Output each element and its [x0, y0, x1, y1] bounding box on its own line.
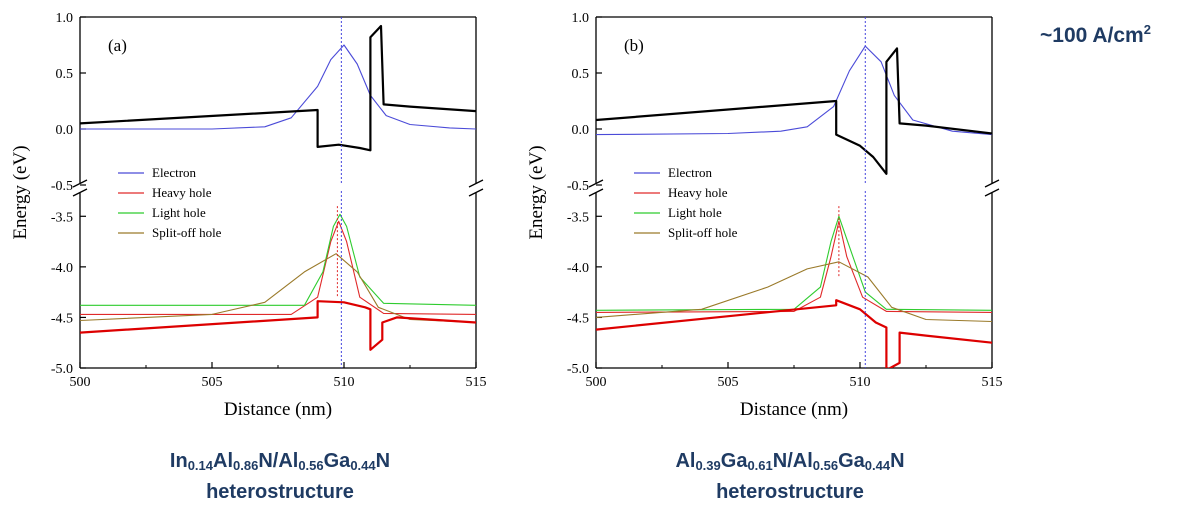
caption-a: In0.14Al0.86N/Al0.56Ga0.44N heterostructu…: [80, 448, 480, 505]
series-valence-band: [80, 300, 476, 351]
y-tick-label: 1.0: [572, 11, 590, 26]
y-tick-label: -4.0: [567, 261, 589, 276]
formula-subscript: 0.14: [187, 458, 213, 473]
y-axis-label: Energy (eV): [10, 145, 31, 239]
x-tick-label: 510: [334, 375, 355, 390]
current-density-label: ~100 A/cm2: [1040, 22, 1151, 48]
formula-text: N: [890, 450, 905, 472]
y-tick-label: -4.5: [567, 311, 589, 326]
formula-subscript: 0.44: [864, 458, 891, 473]
y-tick-label: -5.0: [51, 362, 73, 377]
chart-a: 500 505 510 515 1.0 0.5 0.0 -0.5 -3.5 -4.0 -4.5 -5.…: [10, 11, 487, 420]
x-tick-label: 505: [718, 375, 739, 390]
caption-subtitle: heterostructure: [716, 481, 864, 503]
axis-break-mark: [588, 188, 604, 197]
caption-formula: In0.14Al0.86N/Al0.56Ga0.44N: [80, 448, 480, 479]
formula-text: N/Al: [258, 450, 299, 472]
axis-break-mark: [72, 188, 88, 197]
series-electron: [596, 45, 992, 136]
series-split-off-hole: [596, 261, 992, 323]
caption-subtitle: heterostructure: [206, 481, 354, 503]
y-tick-label: 0.0: [56, 123, 74, 138]
panel-label: (b): [624, 36, 644, 55]
series-conduction-band: [80, 24, 476, 152]
formula-text: N/Al: [772, 450, 813, 472]
series-electron: [80, 44, 476, 130]
x-axis-label: Distance (nm): [740, 399, 848, 420]
formula-text: Ga: [720, 450, 748, 472]
legend-entry: Electron: [152, 165, 197, 180]
x-tick-label: 500: [586, 375, 607, 390]
axis-break-mark: [468, 188, 484, 197]
formula-subscript: 0.44: [350, 458, 376, 473]
y-axis-label: Energy (eV): [526, 145, 547, 239]
y-tick-label: 0.5: [56, 67, 74, 82]
formula-subscript: 0.39: [695, 458, 721, 473]
y-tick-label: -0.5: [567, 179, 589, 194]
series-conduction-band: [596, 47, 992, 175]
axis-break-mark: [984, 179, 1000, 188]
axis-break-mark: [72, 179, 88, 188]
axis-break-mark: [984, 188, 1000, 197]
formula-text: Ga: [323, 450, 351, 472]
y-tick-label: 0.0: [572, 123, 590, 138]
y-tick-label: -5.0: [567, 362, 589, 377]
legend-entry: Light hole: [152, 205, 206, 220]
series-light-hole: [596, 215, 992, 311]
formula-text: N: [375, 450, 391, 472]
chart-b: 500 505 510 515 1.0 0.5 0.0 -0.5 -3.5 -4.0 -4.5 -5.…: [526, 11, 1003, 420]
legend-entry: Heavy hole: [152, 185, 212, 200]
series-heavy-hole: [80, 220, 476, 315]
x-tick-label: 515: [466, 375, 487, 390]
series-heavy-hole: [596, 220, 992, 313]
formula-text: Al: [213, 450, 233, 472]
axis-break-mark: [468, 179, 484, 188]
y-tick-label: -4.0: [51, 261, 73, 276]
legend-entry: Electron: [668, 165, 713, 180]
x-tick-label: 500: [70, 375, 91, 390]
series-split-off-hole: [80, 253, 476, 324]
formula-subscript: 0.56: [812, 458, 839, 473]
formula-text: Al: [675, 450, 696, 472]
y-tick-label: -4.5: [51, 311, 73, 326]
axis-break-mark: [588, 179, 604, 188]
y-tick-label: 0.5: [572, 67, 590, 82]
legend-entry: Heavy hole: [668, 185, 728, 200]
x-tick-label: 505: [202, 375, 223, 390]
legend-entry: Light hole: [668, 205, 722, 220]
panel-label: (a): [108, 36, 127, 55]
formula-text: Ga: [838, 450, 865, 472]
x-axis-label: Distance (nm): [224, 399, 332, 420]
y-tick-label: -0.5: [51, 179, 73, 194]
series-group: [596, 17, 992, 368]
x-tick-label: 510: [850, 375, 871, 390]
formula-subscript: 0.61: [747, 458, 773, 473]
formula-subscript: 0.56: [298, 458, 324, 473]
legend-entry: Split-off hole: [152, 225, 222, 240]
formula-text: In: [169, 450, 188, 472]
series-valence-band: [596, 299, 992, 368]
formula-subscript: 0.86: [233, 458, 259, 473]
current-density-text: ~100 A/cm: [1040, 24, 1144, 47]
series-light-hole: [80, 213, 476, 306]
x-tick-label: 515: [982, 375, 1003, 390]
legend-entry: Split-off hole: [668, 225, 738, 240]
current-density-exponent: 2: [1143, 22, 1151, 37]
caption-formula: Al0.39Ga0.61N/Al0.56Ga0.44N: [590, 448, 990, 479]
y-tick-label: 1.0: [56, 11, 74, 26]
y-tick-label: -3.5: [567, 210, 589, 225]
series-group: [80, 17, 476, 368]
caption-b: Al0.39Ga0.61N/Al0.56Ga0.44N heterostructu…: [590, 448, 990, 505]
y-tick-label: -3.5: [51, 210, 73, 225]
